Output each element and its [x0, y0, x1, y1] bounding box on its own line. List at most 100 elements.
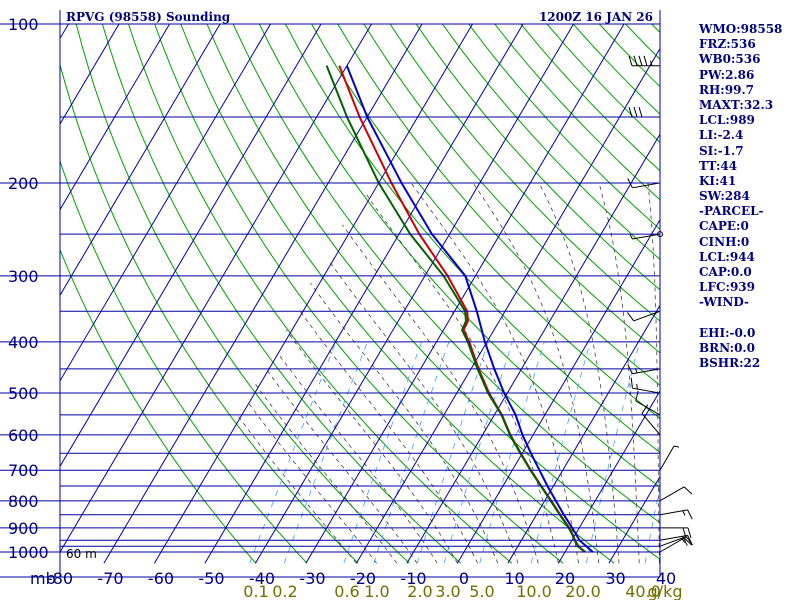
mixing-ratio-label: 0.6	[334, 582, 359, 600]
pressure-tick-label: 1000	[8, 543, 49, 562]
moist-adiabat-line	[598, 182, 640, 564]
temperature-tick-label: -20	[350, 569, 376, 588]
index-item: BRN:0.0	[699, 340, 755, 355]
wind-barb	[659, 509, 693, 520]
isotherm-line	[355, 47, 660, 564]
index-item: SI:-1.7	[699, 143, 744, 158]
temperature-tick-label: 10	[504, 569, 524, 588]
index-item: RH:99.7	[699, 82, 754, 97]
temperature-tick-label: 40	[656, 569, 676, 588]
mixing-ratio-line	[283, 341, 368, 564]
wind-barb	[641, 404, 661, 436]
index-item: -WIND-	[699, 295, 749, 310]
wind-barb	[628, 106, 660, 118]
isotherm-line	[507, 304, 660, 564]
mixing-ratio-line	[479, 341, 545, 564]
index-item: PW:2.86	[699, 67, 755, 82]
index-item: LI:-2.4	[699, 128, 744, 143]
chart-title-time: 1200Z 16 JAN 26	[539, 10, 653, 24]
mixing-ratio-label: 1.0	[364, 582, 389, 600]
isotherm-line	[103, 24, 423, 564]
dry-adiabat-line	[75, 24, 410, 564]
pressure-tick-label: 800	[8, 492, 39, 511]
mixing-ratio-label: 40.0	[625, 582, 661, 600]
temperature-tick-label: -80	[47, 569, 73, 588]
wind-barb	[628, 55, 660, 67]
isotherm-line	[60, 24, 373, 553]
moist-adiabat-line	[328, 259, 519, 564]
temperature-profile	[338, 65, 586, 553]
isotherm-line	[305, 24, 625, 564]
pressure-tick-label: 100	[8, 15, 39, 34]
mixing-ratio-label: 2.0	[407, 582, 432, 600]
mixing-ratio-line	[416, 341, 489, 564]
temperature-tick-label: -50	[198, 569, 224, 588]
index-item: BSHR:22	[699, 356, 761, 371]
temperature-tick-label: 0	[459, 569, 469, 588]
temperature-tick-label: 20	[555, 569, 575, 588]
moist-adiabat-line	[310, 283, 499, 564]
index-item	[699, 311, 800, 326]
index-item: SW:284	[699, 189, 750, 204]
dry-adiabat-line	[60, 159, 308, 564]
moist-adiabat-line	[254, 383, 398, 564]
wind-barb	[659, 534, 693, 546]
dry-adiabat-line	[206, 24, 660, 560]
mixing-ratio-line	[644, 484, 660, 564]
temperature-tick-label: -70	[97, 569, 123, 588]
isotherm-line	[60, 24, 221, 297]
moist-adiabat-line	[299, 311, 478, 564]
wind-barb	[660, 527, 692, 538]
temperature-tick-label: -40	[249, 569, 275, 588]
mixing-ratio-label: 0.1	[243, 582, 268, 600]
index-item: -PARCEL-	[699, 204, 764, 219]
index-item: CINH:0	[699, 234, 750, 249]
moist-adiabat-line	[247, 401, 377, 564]
dry-adiabat-line	[127, 24, 513, 564]
moist-adiabat-line	[342, 224, 539, 564]
isotherm-line	[60, 24, 120, 126]
mixing-ratio-line	[586, 341, 640, 564]
mixing-ratio-label: g/kg	[648, 582, 683, 600]
isotherm-line	[456, 218, 660, 564]
isotherm-line	[254, 24, 575, 564]
index-item: TT:44	[699, 158, 738, 173]
mixing-ratio-label: 5.0	[469, 582, 494, 600]
wind-barb	[629, 233, 661, 240]
isotherm-line	[406, 133, 660, 564]
mixing-ratio-line	[443, 341, 513, 564]
isotherm-line	[153, 24, 474, 564]
index-item: CAPE:0	[699, 219, 749, 234]
dry-adiabat-line	[60, 62, 359, 564]
temperature-tick-label: -60	[148, 569, 174, 588]
moist-adiabat-line	[285, 329, 458, 564]
axis-unit-label: mb	[30, 569, 56, 588]
pressure-tick-label: 200	[8, 174, 39, 193]
index-item: LCL:944	[699, 249, 755, 264]
grid-layer	[60, 24, 660, 564]
moist-adiabat-line	[265, 368, 418, 564]
moist-adiabat-line	[647, 182, 660, 564]
chart-title-station: RPVG (98558) Sounding	[66, 10, 231, 24]
wind-barb	[630, 377, 661, 394]
mixing-ratio-line	[343, 341, 423, 564]
index-item: FRZ:536	[699, 37, 756, 52]
mixing-ratio-label: 0.2	[272, 582, 297, 600]
pressure-tick-label: 600	[8, 426, 39, 445]
index-item: CAP:0.0	[699, 265, 752, 279]
isotherm-line	[204, 24, 524, 564]
wind-barb	[659, 537, 693, 553]
pressure-tick-label: 700	[8, 461, 39, 480]
index-item: LCL:989	[699, 113, 755, 128]
pressure-tick-label: 300	[8, 267, 39, 286]
index-item: WMO:98558	[699, 22, 783, 36]
pressure-tick-label: 500	[8, 384, 39, 403]
temperature-tick-label: 30	[605, 569, 625, 588]
isotherm-line	[60, 24, 171, 211]
index-item: MAXT:32.3	[699, 97, 774, 112]
pressure-tick-label: 900	[8, 519, 39, 538]
surface-height-label: 60 m	[66, 547, 97, 561]
wind-barb	[659, 445, 680, 471]
